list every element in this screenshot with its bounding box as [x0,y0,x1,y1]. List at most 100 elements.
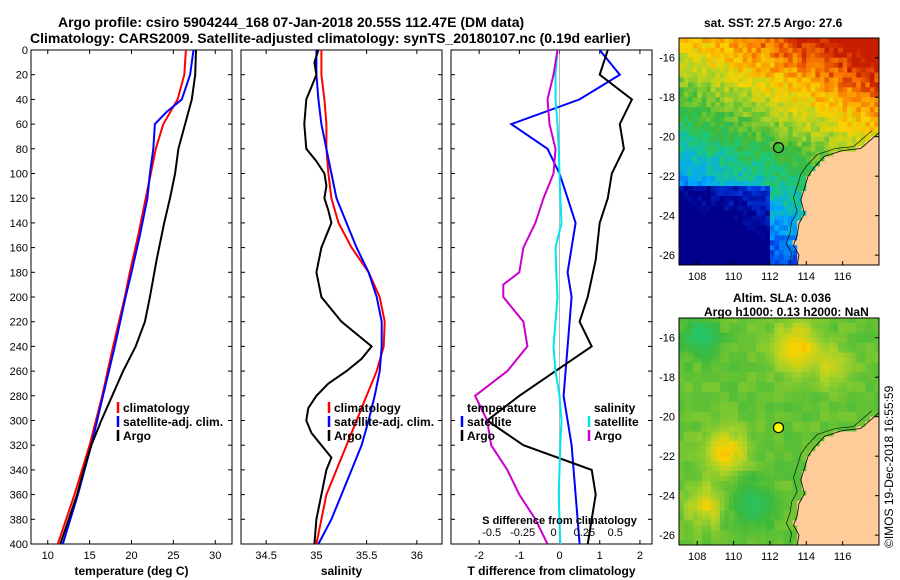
map-cell [779,131,785,138]
map-cell [692,116,698,123]
map-cell [724,426,730,433]
map-cell [706,431,712,438]
map-cell [874,352,879,359]
map-cell [697,116,703,123]
map-cell [829,47,835,54]
map-cell [860,77,866,84]
map-cell [742,470,748,477]
map-cell [833,250,839,256]
map-cell [765,245,771,251]
map-cell [710,260,716,265]
map-cell [860,327,866,334]
map-cell [774,220,780,227]
map-cell [692,210,698,217]
map-cell [819,42,826,49]
map-cell [865,156,871,162]
map-cell [788,151,794,158]
map-cell [865,540,871,545]
map-cell [729,441,735,447]
map-cell [779,387,785,393]
map-cell [706,377,712,383]
map-cell [788,500,794,507]
map-cell [692,515,698,521]
map-cell [738,337,744,344]
map-cell [874,77,879,84]
map-cell [715,441,721,447]
map-cell [824,470,830,477]
map-cell [692,47,698,54]
map-cell [810,82,816,88]
map-cell [751,475,757,482]
map-cell [697,446,703,452]
map-cell [797,230,803,236]
map-cell [783,441,789,447]
series-line-satellite-adj-clim- [61,50,195,544]
map-cell [801,151,807,158]
map-cell [847,186,853,192]
map-cell [774,540,780,545]
map-cell [792,352,798,359]
map-cell [724,535,730,541]
map-cell [783,495,789,502]
map-cell [706,47,712,54]
map-cell [869,431,876,438]
map-cell [815,250,821,256]
map-cell [851,156,857,162]
map-cell [760,77,766,84]
map-cell [738,82,744,88]
map-cell [692,97,698,103]
map-cell [806,466,812,472]
map-cell [697,220,703,227]
y-tick-label: 180 [10,267,28,279]
map-cell [779,327,785,334]
map-cell [697,235,703,241]
map-cell [733,161,739,167]
map-cell [769,87,776,93]
map-cell [706,245,712,251]
map-cell [774,77,780,84]
map-cell [856,146,862,153]
map-cell [679,426,685,433]
map-cell [733,126,739,133]
map-cell [679,396,685,403]
map-cell [719,116,726,123]
map-cell [706,525,712,531]
map-cell [806,318,812,324]
map-cell [851,525,857,531]
map-cell [869,210,876,217]
map-cell [801,107,807,113]
map-cell [719,505,726,512]
map-cell [829,327,835,334]
map-cell [769,200,776,207]
map-cell [724,200,730,207]
map-cell [765,347,771,354]
map-cell [683,121,689,128]
map-cell [679,377,685,383]
map-cell [765,446,771,452]
map-cell [829,220,835,227]
map-cell [742,525,748,531]
map-cell [829,500,835,507]
map-cell [847,225,853,232]
map-cell [769,466,776,472]
map-cell [797,245,803,251]
map-cell [774,67,780,74]
map-cell [865,77,871,84]
map-cell [710,136,716,143]
map-cell [738,520,744,526]
map-cell [819,451,826,457]
map-cell [829,362,835,368]
map-cell [838,97,844,103]
map-cell [683,200,689,207]
map-cell [683,505,689,512]
x-tick-label: 30 [209,550,221,562]
map-cell [865,318,871,324]
map-cell [806,401,812,408]
map-cell [701,131,707,138]
map-cell [838,525,844,531]
map-cell [769,510,776,516]
map-cell [724,176,730,182]
map-cell [769,225,776,232]
map-cell [697,260,703,265]
map-cell [838,181,844,187]
